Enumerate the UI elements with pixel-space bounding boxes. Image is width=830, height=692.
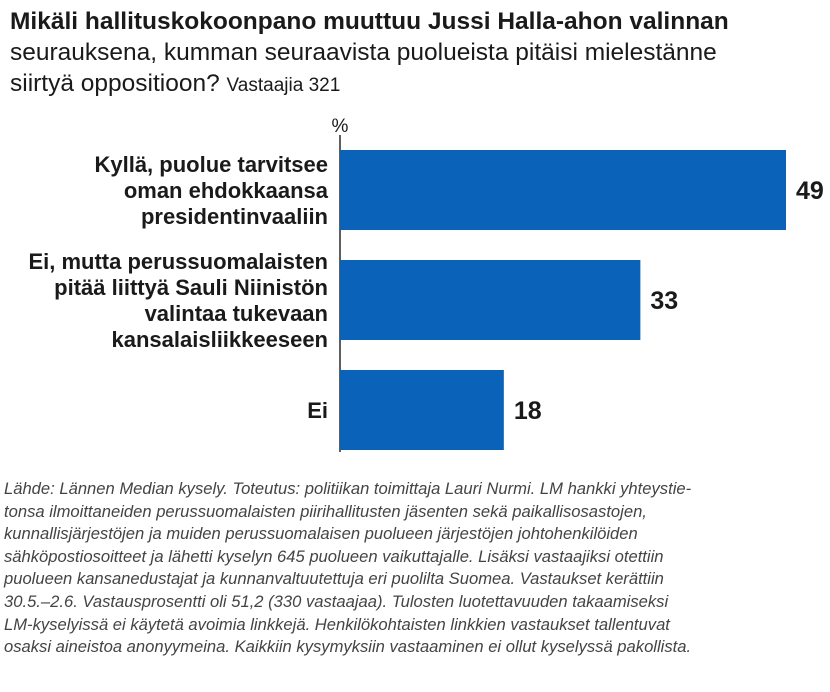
chart-title: Mikäli hallituskokoonpano muuttuu Jussi … xyxy=(10,8,729,35)
bar xyxy=(340,370,504,450)
source-footnote: Lähde: Lännen Median kysely. Toteutus: p… xyxy=(4,478,824,659)
footnote-line: sähköpostiosoitteet ja lähetti kyselyn 6… xyxy=(4,546,664,566)
footnote-line: osaksi aineistoa anonyymeina. Kaikkiin k… xyxy=(4,637,692,657)
footnote-line: Lähde: Lännen Median kysely. Toteutus: p… xyxy=(4,479,692,498)
chart-subtitle-question-end: siirtyä oppositioon? xyxy=(10,70,220,97)
footnote-line: kunnallisjärjestöjen ja muiden perussuom… xyxy=(4,524,638,544)
axis-unit-label: % xyxy=(332,116,349,137)
footnote-line: LM-kyselyissä ei käytetä avoimia linkkej… xyxy=(4,614,670,634)
category-label: valintaa tukevaan xyxy=(145,301,328,326)
bar-value-label: 33 xyxy=(650,287,678,315)
chart-subtitle-line-2: siirtyä oppositioon? Vastaajia 321 xyxy=(10,68,825,101)
bar-chart: % 49 Kyllä, puolue tarvitsee oman ehdokkaan… xyxy=(0,110,830,465)
category-label: kansalaisliikkeeseen xyxy=(112,327,329,352)
category-label: oman ehdokkaansa xyxy=(124,178,329,203)
footnote-line: 30.5.–2.6. Vastausprosentti oli 51,2 (33… xyxy=(4,591,669,611)
category-label: presidentinvaaliin xyxy=(141,204,328,229)
chart-header: Mikäli hallituskokoonpano muuttuu Jussi … xyxy=(10,6,825,101)
chart-subtitle-line-1: seurauksena, kumman seuraavista puolueis… xyxy=(10,39,717,66)
bar-value-label: 18 xyxy=(514,397,542,425)
category-label: Kyllä, puolue tarvitsee xyxy=(94,152,328,177)
bar xyxy=(340,150,786,230)
footnote-line: puolueen kansanedustajat ja kunnanvaltuu… xyxy=(4,569,664,589)
bar-value-label: 49 xyxy=(796,177,824,205)
category-label: Ei, mutta perussuomalaisten xyxy=(28,249,328,274)
category-label: Ei xyxy=(307,398,328,423)
bar xyxy=(340,260,641,340)
category-label: pitää liittyä Sauli Niinistön xyxy=(54,275,328,300)
footnote-line: tonsa ilmoittaneiden perussuomalaisten p… xyxy=(4,501,647,521)
respondent-count: Vastaajia 321 xyxy=(226,75,341,96)
